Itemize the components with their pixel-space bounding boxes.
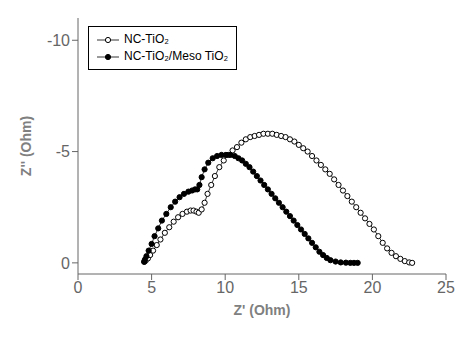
svg-text:5: 5	[147, 279, 156, 296]
svg-text:-10: -10	[47, 32, 70, 49]
svg-text:0: 0	[61, 255, 70, 272]
svg-text:Z' (Ohm): Z' (Ohm)	[234, 302, 291, 318]
svg-text:Z'' (Ohm): Z'' (Ohm)	[18, 116, 34, 176]
svg-text:0: 0	[74, 279, 83, 296]
svg-text:15: 15	[290, 279, 308, 296]
html-text:NC-TiO₂: NC-TiO₂	[124, 32, 169, 46]
svg-text:20: 20	[364, 279, 382, 296]
svg-text:-5: -5	[56, 143, 70, 160]
svg-text:10: 10	[216, 279, 234, 296]
html-text:NC-TiO₂/Meso TiO₂: NC-TiO₂/Meso TiO₂	[124, 49, 229, 63]
svg-text:25: 25	[437, 279, 455, 296]
